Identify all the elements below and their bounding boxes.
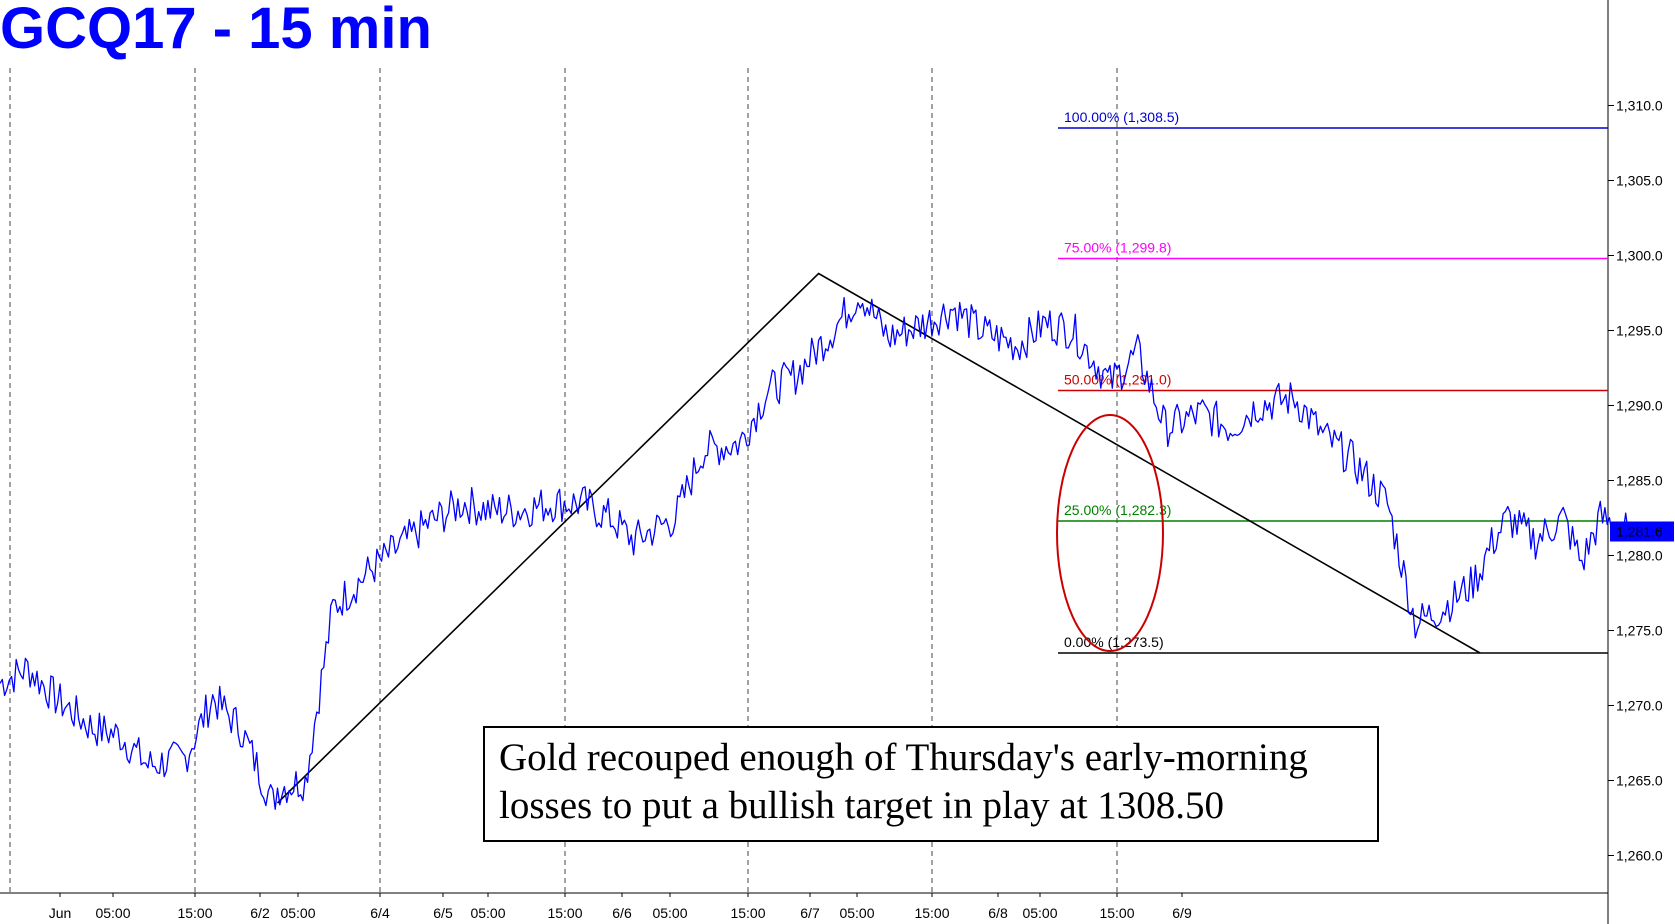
y-tick-label: 1,290.0 bbox=[1616, 398, 1663, 414]
y-tick-label: 1,285.0 bbox=[1616, 473, 1663, 489]
y-tick-label: 1,295.0 bbox=[1616, 323, 1663, 339]
x-tick-label: 6/7 bbox=[800, 905, 820, 921]
x-tick-label: 15:00 bbox=[547, 905, 582, 921]
x-tick-label: 05:00 bbox=[1022, 905, 1057, 921]
x-tick-label: 6/6 bbox=[612, 905, 632, 921]
x-tick-label: 05:00 bbox=[652, 905, 687, 921]
x-tick-label: 05:00 bbox=[280, 905, 315, 921]
highlight-ellipse bbox=[1056, 414, 1164, 652]
swing-line bbox=[276, 272, 1481, 804]
fib-label: 50.00% (1,291.0) bbox=[1064, 372, 1171, 388]
fib-label: 100.00% (1,308.5) bbox=[1064, 109, 1179, 125]
x-tick-label: 15:00 bbox=[730, 905, 765, 921]
fib-label: 75.00% (1,299.8) bbox=[1064, 240, 1171, 256]
y-tick-label: 1,300.0 bbox=[1616, 248, 1663, 264]
x-tick-label: 05:00 bbox=[839, 905, 874, 921]
fibonacci-levels: 100.00% (1,308.5) 75.00% (1,299.8) 50.00% … bbox=[1058, 109, 1608, 654]
x-tick-label: 15:00 bbox=[177, 905, 212, 921]
annotation-caption: Gold recouped enough of Thursday's early… bbox=[483, 726, 1379, 842]
swing-lines bbox=[276, 272, 1481, 804]
x-tick-label: Jun bbox=[49, 905, 72, 921]
y-tick-label: 1,260.0 bbox=[1616, 848, 1663, 864]
y-tick-label: 1,280.0 bbox=[1616, 548, 1663, 564]
x-tick-label: 15:00 bbox=[914, 905, 949, 921]
x-tick-label: 6/2 bbox=[250, 905, 270, 921]
x-tick-label: 6/4 bbox=[370, 905, 390, 921]
x-tick-label: 15:00 bbox=[1099, 905, 1134, 921]
last-price-label: 1,281.6 bbox=[1616, 524, 1663, 540]
x-tick-label: 05:00 bbox=[95, 905, 130, 921]
price-line bbox=[0, 296, 1629, 810]
y-tick-label: 1,310.0 bbox=[1616, 98, 1663, 114]
chart-title: GCQ17 - 15 min bbox=[0, 0, 432, 61]
y-tick-label: 1,305.0 bbox=[1616, 173, 1663, 189]
last-price-marker bbox=[1610, 521, 1674, 542]
fib-label: 0.00% (1,273.5) bbox=[1064, 634, 1164, 650]
x-tick-label: 6/9 bbox=[1172, 905, 1192, 921]
y-tick-label: 1,270.0 bbox=[1616, 698, 1663, 714]
y-tick-label: 1,275.0 bbox=[1616, 623, 1663, 639]
price-series bbox=[0, 296, 1629, 810]
x-tick-label: 6/5 bbox=[433, 905, 453, 921]
fib-label: 25.00% (1,282.3) bbox=[1064, 502, 1171, 518]
y-tick-label: 1,265.0 bbox=[1616, 773, 1663, 789]
highlight-circle bbox=[1056, 414, 1164, 652]
x-axis: Jun 05:00 15:00 6/2 05:00 6/4 6/5 05:00 15:00 6/6… bbox=[49, 893, 1192, 921]
x-tick-label: 6/8 bbox=[988, 905, 1008, 921]
x-tick-label: 05:00 bbox=[470, 905, 505, 921]
y-axis: 1,260.0 1,265.0 1,270.0 1,275.0 1,280.0 1,285… bbox=[1608, 98, 1674, 864]
